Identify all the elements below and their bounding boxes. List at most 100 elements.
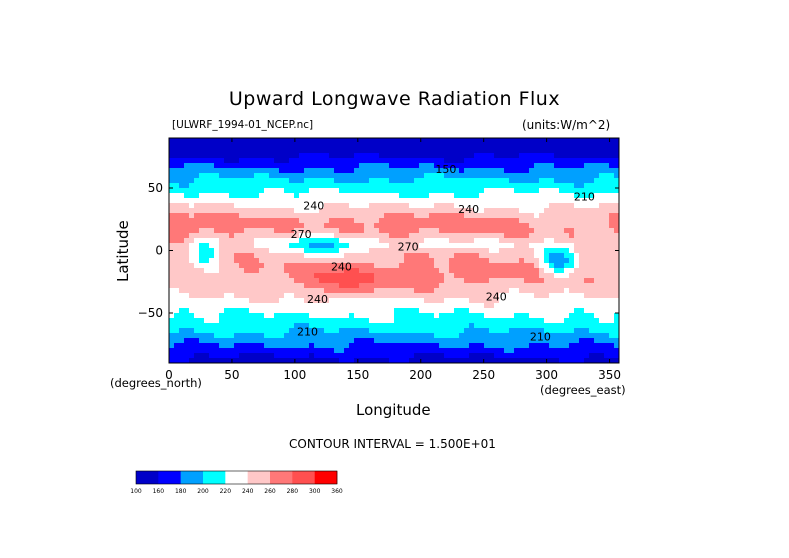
heatmap-cell (409, 148, 415, 154)
heatmap-cell (359, 243, 365, 249)
heatmap-cell (289, 243, 295, 249)
heatmap-cell (419, 168, 425, 174)
heatmap-cell (574, 223, 580, 229)
heatmap-cell (584, 173, 590, 179)
heatmap-cell (404, 183, 410, 189)
heatmap-cell (264, 338, 270, 344)
heatmap-cell (274, 348, 280, 354)
heatmap-cell (354, 353, 360, 359)
heatmap-cell (609, 223, 615, 229)
heatmap-cell (239, 323, 245, 329)
heatmap-cell (614, 303, 619, 309)
heatmap-cell (564, 218, 570, 224)
heatmap-cell (199, 138, 205, 144)
heatmap-cell (444, 188, 450, 194)
heatmap-cell (434, 273, 440, 279)
heatmap-cell (584, 353, 590, 359)
heatmap-cell (544, 348, 550, 354)
heatmap-cell (449, 313, 455, 319)
heatmap-cell (589, 158, 595, 164)
heatmap-cell (514, 253, 520, 259)
heatmap-cell (604, 263, 610, 269)
heatmap-cell (194, 323, 200, 329)
heatmap-cell (389, 343, 395, 349)
heatmap-cell (419, 328, 425, 334)
heatmap-cell (609, 278, 615, 284)
heatmap-cell (324, 278, 330, 284)
heatmap-cell (454, 328, 460, 334)
heatmap-cell (234, 198, 240, 204)
heatmap-cell (169, 138, 175, 144)
heatmap-cell (219, 293, 225, 299)
heatmap-cell (279, 158, 285, 164)
heatmap-cell (424, 323, 430, 329)
heatmap-cell (459, 233, 465, 239)
heatmap-cell (579, 333, 585, 339)
heatmap-cell (284, 308, 290, 314)
heatmap-cell (354, 178, 360, 184)
heatmap-cell (359, 178, 365, 184)
heatmap-cell (574, 238, 580, 244)
heatmap-cell (264, 223, 270, 229)
heatmap-cell (564, 188, 570, 194)
heatmap-cell (214, 323, 220, 329)
heatmap-cell (264, 153, 270, 159)
heatmap-cell (519, 313, 525, 319)
heatmap-cell (444, 278, 450, 284)
heatmap-cell (389, 193, 395, 199)
heatmap-cell (369, 228, 375, 234)
heatmap-cell (504, 308, 510, 314)
heatmap-cell (344, 353, 350, 359)
heatmap-cell (339, 153, 345, 159)
heatmap-cell (264, 138, 270, 144)
heatmap-cell (284, 193, 290, 199)
heatmap-cell (464, 243, 470, 249)
heatmap-cell (339, 178, 345, 184)
heatmap-cell (394, 278, 400, 284)
heatmap-cell (594, 168, 600, 174)
heatmap-cell (259, 223, 265, 229)
heatmap-cell (199, 318, 205, 324)
heatmap-cell (314, 243, 320, 249)
heatmap-cell (334, 258, 340, 264)
heatmap-cell (214, 173, 220, 179)
y-tick-label: −50 (138, 306, 163, 320)
heatmap-cell (274, 198, 280, 204)
heatmap-cell (169, 288, 175, 294)
heatmap-cell (494, 293, 500, 299)
heatmap-cell (249, 298, 255, 304)
heatmap-cell (369, 143, 375, 149)
heatmap-cell (499, 148, 505, 154)
heatmap-cell (349, 278, 355, 284)
heatmap-cell (184, 243, 190, 249)
heatmap-cell (339, 188, 345, 194)
heatmap-cell (184, 163, 190, 169)
heatmap-cell (284, 348, 290, 354)
heatmap-cell (189, 168, 195, 174)
heatmap-cell (559, 193, 565, 199)
heatmap-cell (499, 333, 505, 339)
heatmap-cell (474, 203, 480, 209)
heatmap-cell (554, 323, 560, 329)
heatmap-cell (589, 303, 595, 309)
heatmap-cell (229, 348, 235, 354)
heatmap-cell (209, 263, 215, 269)
heatmap-cell (214, 153, 220, 159)
heatmap-cell (424, 308, 430, 314)
heatmap-cell (189, 178, 195, 184)
heatmap-cell (479, 153, 485, 159)
heatmap-cell (574, 208, 580, 214)
heatmap-cell (564, 238, 570, 244)
heatmap-cell (599, 353, 605, 359)
heatmap-cell (464, 148, 470, 154)
heatmap-cell (179, 203, 185, 209)
contour-label: 240 (458, 203, 479, 216)
heatmap-cell (469, 323, 475, 329)
heatmap-cell (284, 168, 290, 174)
heatmap-cell (399, 213, 405, 219)
heatmap-cell (554, 308, 560, 314)
heatmap-cell (544, 213, 550, 219)
heatmap-cell (429, 338, 435, 344)
heatmap-cell (414, 283, 420, 289)
heatmap-cell (429, 188, 435, 194)
